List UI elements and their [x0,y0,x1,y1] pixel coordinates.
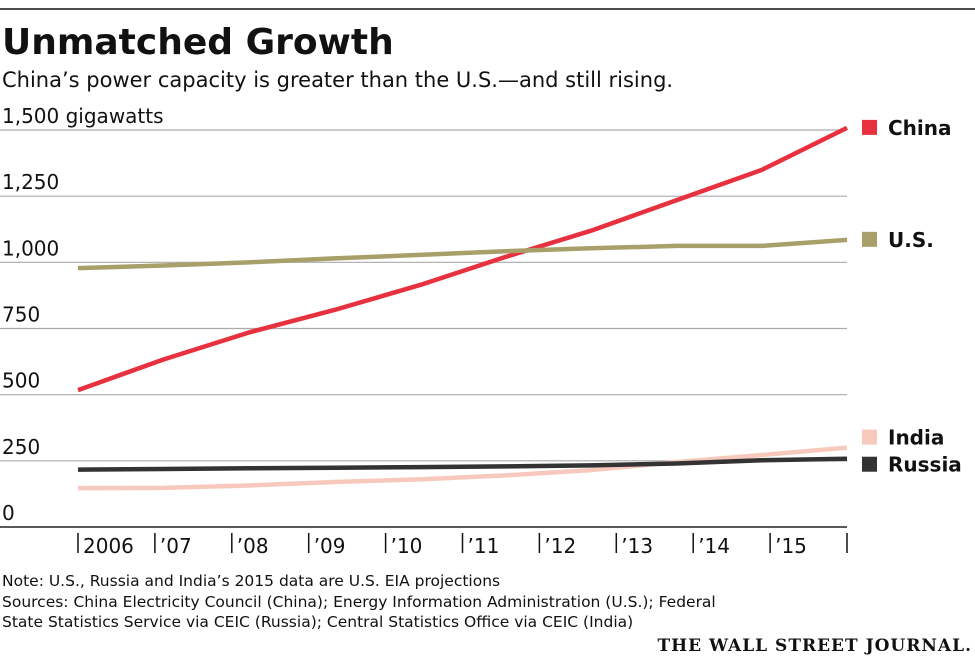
series-line [77,125,848,393]
source: Sources: China Electricity Council (Chin… [2,593,716,611]
y-tick-label: 1,250 [2,170,59,194]
source: State Statistics Service via CEIC (Russi… [2,613,633,631]
legend-label: India [888,426,944,450]
legend-swatch [862,429,877,445]
legend-swatch [862,119,877,135]
series-line [77,445,848,491]
chart-subtitle: China’s power capacity is greater than t… [2,68,673,92]
legend-label: Russia [888,453,962,477]
x-tick-label: ’07 [160,534,192,558]
series-line [77,237,848,271]
x-tick-label: ’08 [237,534,269,558]
note: Note: U.S., Russia and India’s 2015 data… [2,572,500,590]
x-tick-label: ’11 [468,534,500,558]
chart-title: Unmatched Growth [2,22,394,63]
credit: THE WALL STREET JOURNAL. [657,636,972,656]
x-tick-label: ’09 [314,534,346,558]
x-tick-label: ’13 [621,534,653,558]
x-tick-label: ’14 [698,534,730,558]
y-tick-label: 500 [2,369,40,393]
y-tick-label: 1,500 gigawatts [2,104,164,128]
x-tick-label: ’12 [544,534,576,558]
x-tick-label: 2006 [83,534,134,558]
y-tick-label: 1,000 [2,236,59,260]
x-tick-label: ’10 [391,534,423,558]
y-tick-label: 0 [2,501,15,525]
legend-swatch [862,456,877,472]
legend-label: U.S. [888,228,934,252]
y-tick-label: 750 [2,303,40,327]
y-tick-label: 250 [2,435,40,459]
series-line [77,456,848,472]
x-tick-label: ’15 [775,534,807,558]
legend-label: China [888,116,952,140]
legend-swatch [862,231,877,247]
